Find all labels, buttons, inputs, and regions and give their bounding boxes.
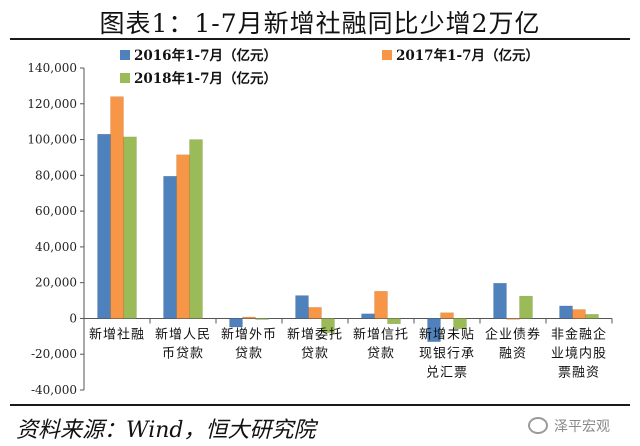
bar	[427, 318, 441, 342]
bar	[559, 305, 573, 319]
bar	[453, 318, 467, 330]
legend-label: 2017年1-7月（亿元）	[396, 48, 539, 64]
bar	[506, 318, 520, 320]
bar	[189, 139, 203, 319]
x-category-label: 币贷款	[162, 346, 204, 361]
x-category-label: 非金融企	[551, 326, 607, 342]
bar	[97, 133, 111, 319]
x-category-label: 兑汇票	[426, 365, 468, 380]
top-rule	[10, 38, 630, 40]
y-tick-label: 0	[69, 311, 77, 325]
legend-item: 2017年1-7月（亿元）	[382, 44, 539, 64]
legend-swatch	[382, 50, 392, 60]
bar	[572, 309, 586, 319]
bar	[387, 318, 401, 325]
watermark: 泽平宏观	[528, 416, 610, 436]
y-tick-label: 120,000	[27, 97, 77, 111]
bar	[255, 318, 269, 320]
bar	[295, 295, 309, 319]
y-tick-label: 60,000	[35, 204, 77, 218]
y-tick-label: 100,000	[27, 133, 77, 147]
x-category-label: 新增人民	[155, 326, 211, 342]
wechat-icon	[528, 417, 548, 434]
x-category-label: 贷款	[301, 346, 329, 361]
y-tick-label: 80,000	[35, 168, 77, 182]
bar	[440, 312, 454, 319]
x-category-label: 票融资	[558, 365, 600, 380]
bar	[585, 314, 599, 319]
legend-label: 2016年1-7月（亿元）	[134, 48, 277, 64]
x-category-label: 贷款	[235, 346, 263, 361]
watermark-text: 泽平宏观	[554, 419, 610, 435]
x-category-label: 现银行承	[419, 346, 475, 361]
bar	[493, 282, 507, 319]
bottom-rule	[10, 404, 630, 406]
bar	[519, 295, 533, 319]
bar	[308, 307, 322, 319]
legend-item: 2018年1-7月（亿元）	[120, 67, 277, 87]
bar-layer	[97, 96, 599, 342]
legend-item: 2016年1-7月（亿元）	[120, 44, 277, 64]
chart-title: 图表1：1-7月新增社融同比少增2万亿	[99, 9, 541, 38]
bar	[321, 318, 335, 334]
y-tick-label: 40,000	[35, 240, 77, 254]
legend-swatch	[120, 50, 130, 60]
x-category-label: 新增社融	[89, 326, 145, 342]
x-category-label: 新增信托	[353, 326, 409, 342]
source-note: 资料来源：Wind，恒大研究院	[16, 418, 316, 443]
legend-label: 2018年1-7月（亿元）	[134, 71, 277, 87]
bar	[361, 313, 375, 319]
bar	[229, 318, 243, 328]
x-category-label: 新增委托	[287, 326, 343, 342]
bar	[176, 154, 190, 319]
x-category-label: 融资	[499, 346, 527, 361]
x-category-label: 企业债券	[485, 326, 541, 342]
x-category-label: 新增未贴	[419, 326, 475, 342]
bar	[110, 96, 124, 319]
bar	[374, 291, 388, 319]
legend-swatch	[120, 73, 130, 83]
bar	[242, 316, 256, 319]
bar	[123, 136, 137, 319]
y-tick-label: 20,000	[35, 276, 77, 290]
y-tick-label: 140,000	[27, 61, 77, 75]
x-category-label: 新增外币	[221, 326, 277, 342]
x-category-label: 贷款	[367, 346, 395, 361]
bar	[163, 175, 177, 319]
y-tick-label: -20,000	[31, 347, 77, 361]
x-category-label: 业境内股	[551, 345, 607, 361]
y-tick-label: -40,000	[31, 383, 77, 397]
